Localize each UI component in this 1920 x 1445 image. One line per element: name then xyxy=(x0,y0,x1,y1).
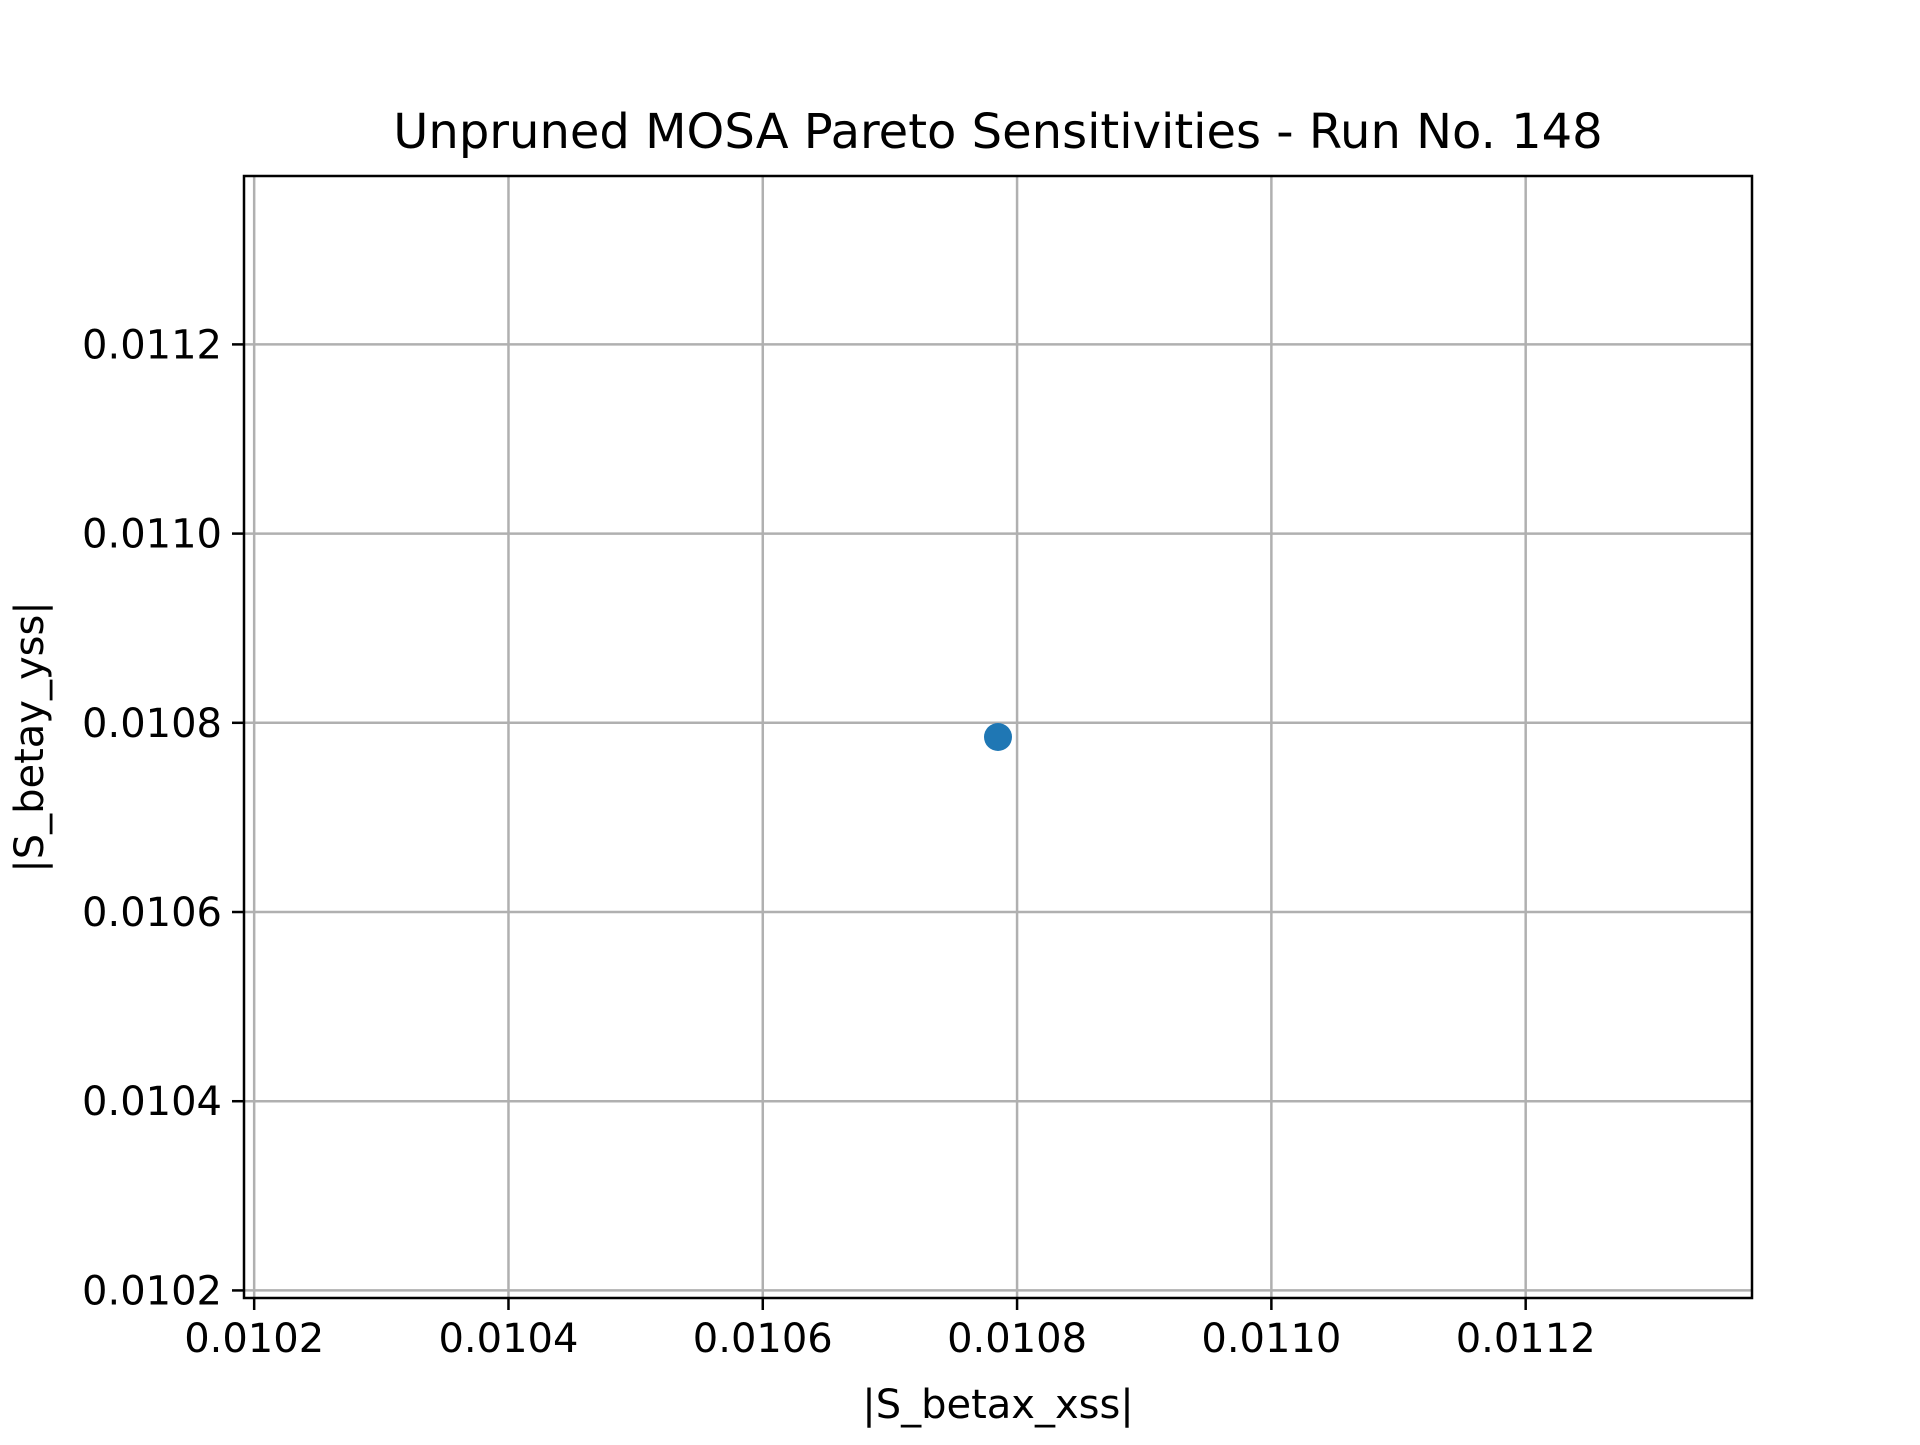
x-axis-label: |S_betax_xss| xyxy=(862,1382,1134,1428)
y-tick-label: 0.0104 xyxy=(82,1079,222,1125)
y-tick-label: 0.0112 xyxy=(82,322,222,368)
x-tick-label: 0.0110 xyxy=(1201,1316,1341,1362)
point-layer xyxy=(984,723,1012,751)
plot-frame xyxy=(242,174,1754,1300)
y-tick-label: 0.0102 xyxy=(82,1268,222,1314)
y-axis-label: |S_betay_yss| xyxy=(7,601,53,873)
grid-layer xyxy=(244,176,1752,1298)
tick-layer: 0.0102 0.0104 0.0106 0.0108 0.0110 0.0112 0.01… xyxy=(82,322,1596,1362)
y-tick-label: 0.0106 xyxy=(82,890,222,936)
y-tick-label: 0.0110 xyxy=(82,512,222,558)
chart-title: Unpruned MOSA Pareto Sensitivities - Run… xyxy=(393,104,1602,160)
x-tick-label: 0.0106 xyxy=(693,1316,833,1362)
data-point xyxy=(984,723,1012,751)
x-tick-label: 0.0112 xyxy=(1456,1316,1596,1362)
x-tick-label: 0.0108 xyxy=(947,1316,1087,1362)
y-tick-label: 0.0108 xyxy=(82,701,222,747)
x-tick-label: 0.0104 xyxy=(438,1316,578,1362)
x-tick-label: 0.0102 xyxy=(184,1316,324,1362)
